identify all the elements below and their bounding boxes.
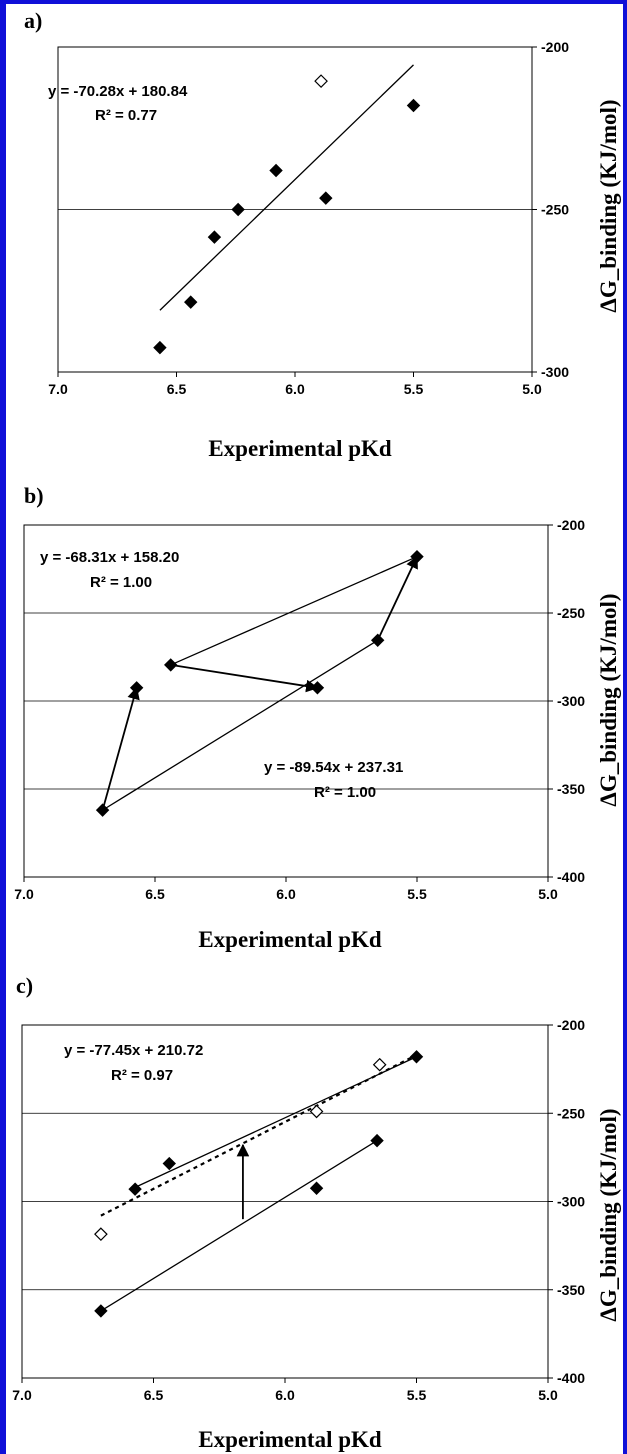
panel-a-open-point-1-0 — [314, 74, 328, 88]
panel-b-label: b) — [24, 483, 44, 508]
panel-c-x-tick-label-1: 6.5 — [144, 1387, 164, 1403]
panel-a-y-tick-label-1: -250 — [541, 202, 569, 218]
panel-c: c) 7.0 6.5 6.0 5.5 5.0 -200 -250 -300 -350 -400 y… — [12, 973, 621, 1452]
panel-c-filled-point-0-3 — [309, 1181, 324, 1195]
panel-b-filled-point-0-3 — [310, 681, 325, 695]
panel-b-x-tick-label-1: 6.5 — [145, 886, 165, 902]
panel-a-y-tick-label-0: -200 — [541, 39, 569, 55]
panel-b-filled-point-0-5 — [410, 549, 424, 564]
panel-c-x-axis-label: Experimental pKd — [198, 1427, 382, 1452]
panel-c-r2: R² = 0.97 — [111, 1067, 173, 1084]
panel-b-y-tick-label-0: -200 — [557, 517, 585, 533]
panel-a-fit-line-0 — [159, 64, 414, 311]
panel-a-filled-point-0-0 — [153, 340, 167, 355]
panel-c-y-axis-label: ΔG_binding (KJ/mol) — [596, 1108, 621, 1321]
panel-a-label: a) — [24, 8, 42, 33]
panel-c-open-point-1-0 — [94, 1227, 108, 1241]
panel-a-filled-point-0-1 — [184, 295, 198, 309]
panel-b-y-tick-label-3: -350 — [557, 781, 585, 797]
panel-b-x-tick-label-2: 6.0 — [276, 886, 296, 902]
panel-a-x-tick-label-3: 5.5 — [404, 381, 424, 397]
panel-c-fit-line-0 — [134, 1056, 417, 1188]
panel-c-x-tick-label-4: 5.0 — [538, 1387, 558, 1403]
panel-b-x-tick-label-4: 5.0 — [538, 886, 558, 902]
panel-a-x-tick-label-1: 6.5 — [167, 381, 187, 397]
panel-c-y-tick-label-1: -250 — [557, 1105, 585, 1121]
panel-b-arrow-0 — [101, 686, 140, 811]
panel-a-y-axis-label: ΔG_binding (KJ/mol) — [596, 99, 621, 312]
panel-b-filled-point-0-2 — [164, 658, 178, 672]
panel-c-fit-line-2 — [100, 1054, 417, 1217]
panel-c-open-point-1-1 — [309, 1104, 324, 1119]
panel-c-x-tick-label-3: 5.5 — [407, 1387, 427, 1403]
panel-c-y-tick-label-0: -200 — [557, 1017, 585, 1033]
panel-b-r2-upper: R² = 1.00 — [90, 574, 152, 591]
panel-a-x-tick-label-4: 5.0 — [522, 381, 542, 397]
panel-b-y-tick-label-1: -250 — [557, 605, 585, 621]
panel-c-filled-point-0-2 — [162, 1156, 176, 1171]
panel-c-filled-point-0-4 — [370, 1133, 384, 1148]
panel-a-x-tick-label-0: 7.0 — [48, 381, 68, 397]
panel-b-equation-lower: y = -89.54x + 237.31 — [264, 759, 403, 776]
panel-a-filled-point-0-6 — [406, 98, 421, 113]
panel-b-x-tick-label-3: 5.5 — [407, 886, 427, 902]
panel-b-r2-lower: R² = 1.00 — [314, 784, 376, 801]
panel-a-equation: y = -70.28x + 180.84 — [48, 83, 188, 100]
panel-a-filled-point-0-4 — [269, 163, 283, 178]
panel-a-x-tick-label-2: 6.0 — [285, 381, 305, 397]
panel-b-filled-point-0-4 — [370, 633, 385, 647]
panel-b-equation-upper: y = -68.31x + 158.20 — [40, 549, 179, 566]
panel-b-y-tick-label-4: -400 — [557, 869, 585, 885]
panel-b-y-axis-label: ΔG_binding (KJ/mol) — [596, 593, 621, 806]
panel-a-r2: R² = 0.77 — [95, 107, 157, 124]
panel-c-filled-point-0-5 — [409, 1050, 424, 1064]
panel-b-filled-point-0-0 — [95, 803, 110, 817]
panel-c-y-tick-label-3: -350 — [557, 1282, 585, 1298]
panel-a-x-axis-label: Experimental pKd — [208, 436, 392, 461]
panel-a: a) 7.0 6.5 6.0 5.5 5.0 -200 -250 -300 y = -70.2… — [24, 8, 621, 461]
panel-c-y-tick-label-2: -300 — [557, 1194, 585, 1210]
panel-b-fit-line-1 — [102, 639, 379, 811]
panel-b-x-tick-label-0: 7.0 — [14, 886, 34, 902]
panel-a-filled-point-0-3 — [231, 202, 245, 217]
panel-b-x-axis-label: Experimental pKd — [198, 927, 382, 952]
panel-b-fit-line-0 — [170, 556, 418, 666]
panel-c-filled-point-0-1 — [128, 1182, 142, 1196]
panel-c-filled-point-0-0 — [94, 1304, 108, 1318]
panel-a-filled-point-0-5 — [319, 191, 333, 205]
panel-b-arrow-2 — [376, 555, 418, 641]
panel-b: b) 7.0 6.5 6.0 5.5 5.0 -200 -250 -300 -350 -400 y… — [14, 483, 621, 952]
panel-a-y-tick-label-2: -300 — [541, 364, 569, 380]
panel-c-label: c) — [16, 973, 33, 998]
panel-a-filled-point-0-2 — [207, 230, 222, 244]
panel-c-x-tick-label-2: 6.0 — [275, 1387, 295, 1403]
panel-c-fit-line-1 — [100, 1140, 378, 1312]
panel-b-filled-point-0-1 — [129, 681, 144, 695]
panel-c-open-point-1-2 — [372, 1057, 387, 1072]
panel-c-y-tick-label-4: -400 — [557, 1370, 585, 1386]
panel-c-x-tick-label-0: 7.0 — [12, 1387, 32, 1403]
panel-c-equation: y = -77.45x + 210.72 — [64, 1042, 203, 1059]
panel-b-y-tick-label-2: -300 — [557, 693, 585, 709]
panel-b-arrow-1 — [170, 664, 319, 693]
